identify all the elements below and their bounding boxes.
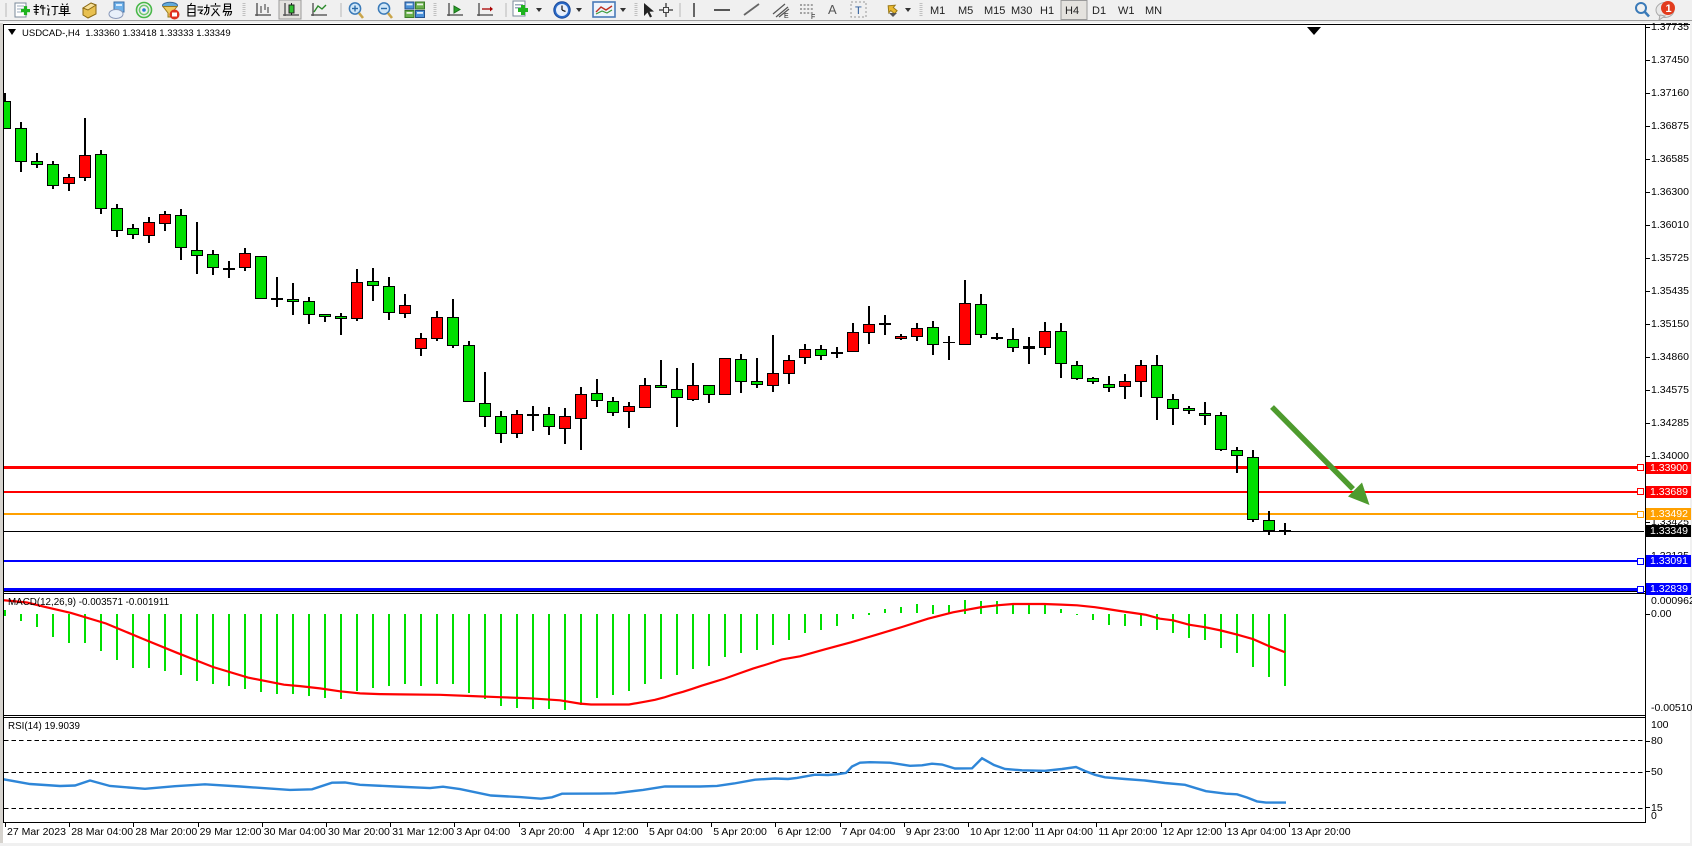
svg-text:E: E <box>784 13 789 20</box>
svg-text:F: F <box>811 14 815 20</box>
svg-text:M1: M1 <box>930 5 945 17</box>
svg-text:1: 1 <box>1666 3 1672 15</box>
svg-text:T: T <box>855 5 862 17</box>
svg-text:M5: M5 <box>958 5 973 17</box>
svg-text:D1: D1 <box>1092 5 1106 17</box>
svg-text:MN: MN <box>1145 5 1162 17</box>
svg-text:M30: M30 <box>1011 5 1032 17</box>
svg-text:W1: W1 <box>1118 5 1135 17</box>
svg-text:M15: M15 <box>984 5 1005 17</box>
svg-text:H4: H4 <box>1065 5 1079 17</box>
svg-text:H1: H1 <box>1040 5 1054 17</box>
svg-text:A: A <box>828 2 837 17</box>
